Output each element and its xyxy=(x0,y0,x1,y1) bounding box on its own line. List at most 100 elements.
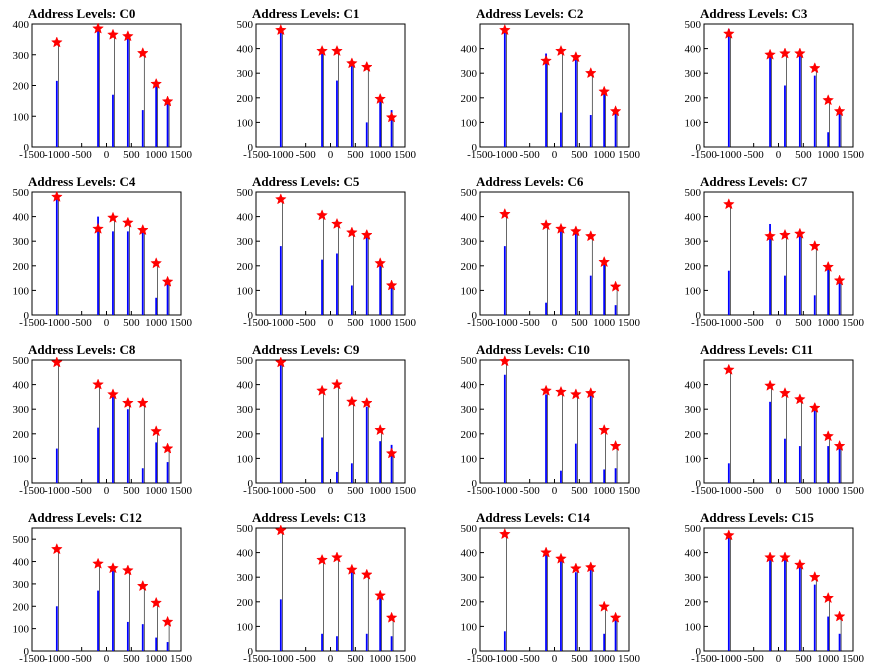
y-tick-label: 400 xyxy=(237,212,254,224)
data-marker xyxy=(150,425,163,437)
y-tick-label: 400 xyxy=(461,44,478,56)
x-tick-label: -1500 xyxy=(243,149,269,161)
y-tick-label: 200 xyxy=(13,261,30,273)
x-tick-label: -1000 xyxy=(268,317,294,329)
x-tick-label: 1500 xyxy=(170,485,193,497)
x-tick-label: 500 xyxy=(571,317,588,329)
chart-plot: 0 100 200 300 400 -1500 -1000 -500 0 500 1000 1500 xyxy=(13,19,193,161)
y-tick-label: 100 xyxy=(237,453,254,465)
data-marker xyxy=(161,275,174,287)
y-tick-label: 0 xyxy=(696,646,702,658)
x-tick-label: -500 xyxy=(72,485,93,497)
data-marker xyxy=(274,356,287,368)
chart-plot: 0 100 200 300 400 500 -1500 -1000 -500 0 500 1000 15… xyxy=(237,355,417,497)
x-tick-label: 500 xyxy=(347,485,364,497)
y-tick-label: 300 xyxy=(685,68,702,80)
x-tick-label: 1500 xyxy=(618,149,641,161)
data-marker xyxy=(609,439,622,452)
y-tick-label: 100 xyxy=(237,621,254,633)
data-marker xyxy=(374,257,387,269)
x-tick-label: 0 xyxy=(328,149,334,161)
data-marker xyxy=(598,600,611,612)
chart-plot: 0 100 200 300 400 500 -1500 -1000 -500 0 500 1000 15… xyxy=(461,187,641,329)
data-marker xyxy=(136,47,149,59)
x-tick-label: -1500 xyxy=(467,485,493,497)
data-marker xyxy=(498,24,511,36)
x-tick-label: 1000 xyxy=(369,485,392,497)
data-marker xyxy=(555,44,567,57)
y-tick-label: 100 xyxy=(685,621,702,633)
x-tick-label: 1500 xyxy=(394,653,417,665)
data-marker xyxy=(779,387,791,399)
chart-title: Address Levels: C2 xyxy=(476,6,584,21)
data-marker xyxy=(331,378,343,390)
y-tick-label: 500 xyxy=(13,187,30,199)
x-tick-label: 1000 xyxy=(593,485,616,497)
chart-plot: 0 100 200 300 400 500 -1500 -1000 -500 0 500 1000 15… xyxy=(13,187,193,329)
x-tick-label: -1000 xyxy=(268,485,294,497)
x-tick-label: -500 xyxy=(72,653,93,665)
y-tick-label: 300 xyxy=(13,579,30,591)
x-tick-label: -1500 xyxy=(691,317,717,329)
data-marker xyxy=(569,388,582,400)
chart-panel: Address Levels: C6 0 100 200 300 400 500 -1500-… xyxy=(448,168,672,336)
data-marker xyxy=(822,260,835,273)
x-tick-label: -1500 xyxy=(691,149,717,161)
data-marker xyxy=(569,51,582,63)
data-marker xyxy=(360,568,373,580)
x-tick-label: 1500 xyxy=(618,485,641,497)
y-tick-label: 200 xyxy=(13,81,30,93)
x-tick-label: 0 xyxy=(776,485,782,497)
data-marker xyxy=(161,95,174,107)
x-tick-label: 0 xyxy=(328,485,334,497)
plot-frame xyxy=(703,23,854,148)
y-tick-label: 0 xyxy=(472,646,478,658)
x-tick-label: -1000 xyxy=(44,317,70,329)
y-tick-label: 100 xyxy=(685,453,702,465)
x-tick-label: 1500 xyxy=(618,653,641,665)
data-marker xyxy=(136,579,149,592)
data-marker xyxy=(121,30,134,42)
plot-frame xyxy=(479,23,630,148)
x-tick-label: 1000 xyxy=(369,317,392,329)
x-tick-label: 0 xyxy=(104,317,110,329)
data-marker xyxy=(779,228,791,241)
y-tick-label: 200 xyxy=(461,261,478,273)
x-tick-label: 1500 xyxy=(618,317,641,329)
x-tick-label: 1000 xyxy=(145,317,168,329)
data-marker xyxy=(722,363,735,375)
y-tick-label: 300 xyxy=(685,404,702,416)
plot-frame xyxy=(31,359,182,484)
data-marker xyxy=(374,423,387,436)
data-marker xyxy=(345,563,358,575)
x-tick-label: -500 xyxy=(520,485,541,497)
x-tick-label: -500 xyxy=(744,653,765,665)
data-marker xyxy=(722,27,735,39)
y-tick-label: 200 xyxy=(461,93,478,105)
x-tick-label: -1000 xyxy=(492,317,518,329)
x-tick-label: -500 xyxy=(296,653,317,665)
chart-plot: 0 100 200 300 400 500 -1500 -1000 -500 0 500 1000 15… xyxy=(685,19,865,161)
data-marker xyxy=(92,22,104,34)
y-tick-label: 400 xyxy=(237,548,254,560)
chart-plot: 0 100 200 300 400 500 -1500 -1000 -500 0 500 1000 15… xyxy=(237,523,417,665)
y-tick-label: 200 xyxy=(461,597,478,609)
chart-title: Address Levels: C15 xyxy=(700,510,814,525)
data-marker xyxy=(569,562,582,574)
x-tick-label: 500 xyxy=(347,149,364,161)
y-tick-label: 300 xyxy=(685,572,702,584)
x-tick-label: -1500 xyxy=(243,317,269,329)
y-tick-label: 500 xyxy=(13,534,30,546)
data-marker xyxy=(779,47,791,59)
data-marker xyxy=(274,193,287,205)
y-tick-label: 100 xyxy=(685,117,702,129)
chart-plot: 0 100 200 300 400 500 -1500 -1000 -500 0 500 1000 15… xyxy=(237,19,417,161)
plot-frame xyxy=(31,527,182,652)
data-marker xyxy=(498,355,511,367)
x-tick-label: 1000 xyxy=(817,149,840,161)
chart-title: Address Levels: C4 xyxy=(28,174,136,189)
x-tick-label: 1500 xyxy=(842,485,865,497)
x-tick-label: 1500 xyxy=(170,653,193,665)
data-marker xyxy=(92,557,104,569)
